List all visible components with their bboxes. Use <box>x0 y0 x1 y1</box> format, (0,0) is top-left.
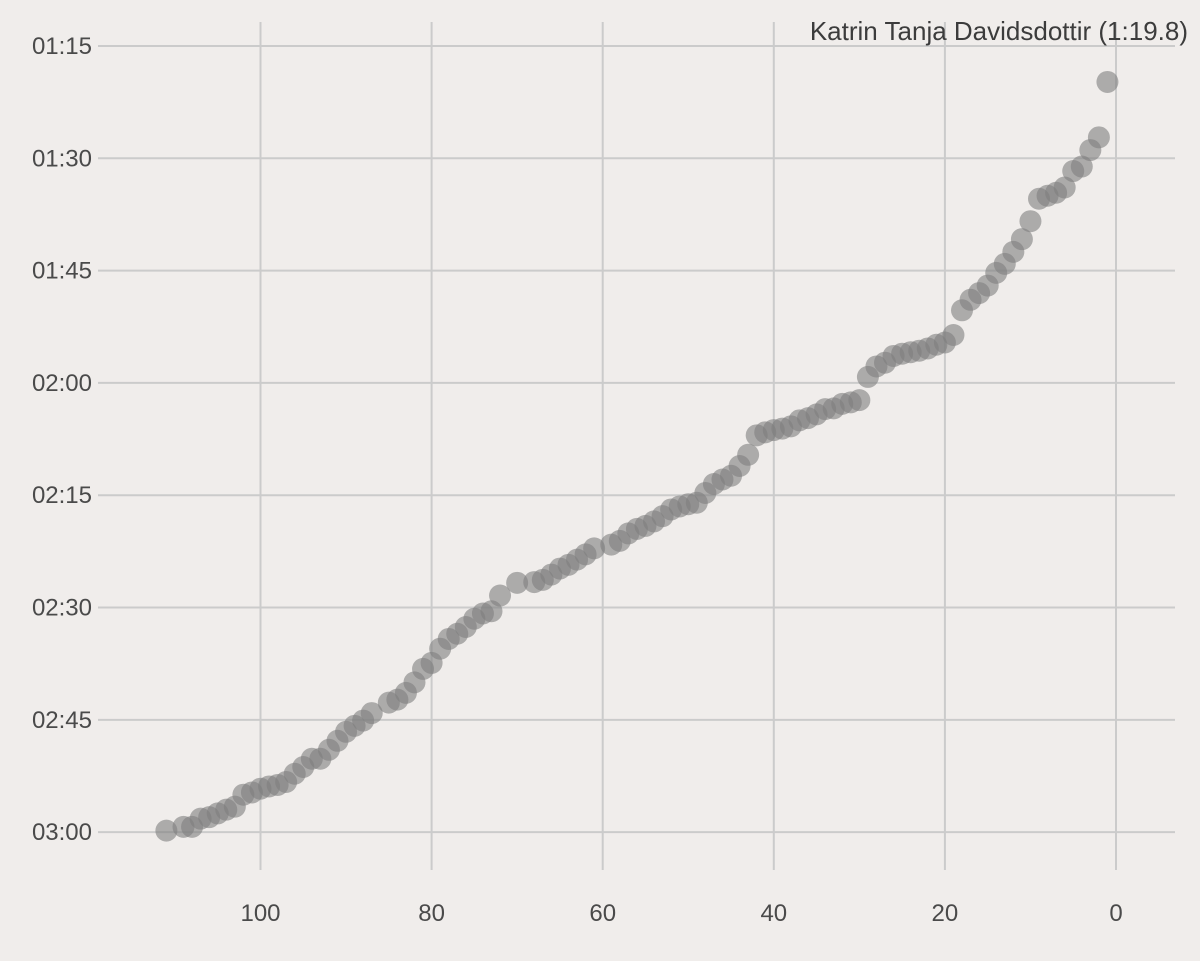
data-point <box>360 702 383 725</box>
data-point <box>583 537 606 560</box>
y-tick-label: 01:30 <box>32 145 92 172</box>
data-point <box>1010 228 1033 251</box>
data-point <box>1087 126 1110 149</box>
x-tick-label: 60 <box>589 900 616 927</box>
y-tick-label: 02:45 <box>32 707 92 734</box>
data-point <box>506 571 529 594</box>
x-tick-label: 40 <box>760 900 787 927</box>
y-tick-label: 02:15 <box>32 482 92 509</box>
y-tick-label: 01:45 <box>32 258 92 285</box>
data-point <box>737 443 760 466</box>
x-axis-tick-labels: 100 80 60 40 20 0 <box>240 900 1122 927</box>
data-point <box>1053 176 1076 199</box>
horizontal-gridlines <box>98 45 1175 834</box>
y-tick-label: 03:00 <box>32 819 92 846</box>
data-point <box>1070 155 1093 178</box>
y-tick-label: 01:15 <box>32 33 92 60</box>
top-finisher-annotation: Katrin Tanja Davidsdottir (1:19.8) <box>810 16 1188 46</box>
data-point <box>1096 70 1119 93</box>
x-tick-label: 0 <box>1109 900 1122 927</box>
data-point <box>942 323 965 346</box>
x-tick-label: 100 <box>240 900 280 927</box>
y-axis-tick-labels: 01:15 01:30 01:45 02:00 02:15 02:30 02:45 03:00 <box>32 33 92 846</box>
y-tick-label: 02:30 <box>32 595 92 622</box>
data-points <box>155 70 1119 842</box>
y-tick-label: 02:00 <box>32 370 92 397</box>
data-point <box>848 389 871 412</box>
data-point <box>1019 210 1042 233</box>
x-tick-label: 20 <box>932 900 959 927</box>
x-tick-label: 80 <box>418 900 445 927</box>
data-point <box>155 819 178 842</box>
vertical-gridlines <box>259 22 1117 870</box>
data-point <box>489 584 512 607</box>
